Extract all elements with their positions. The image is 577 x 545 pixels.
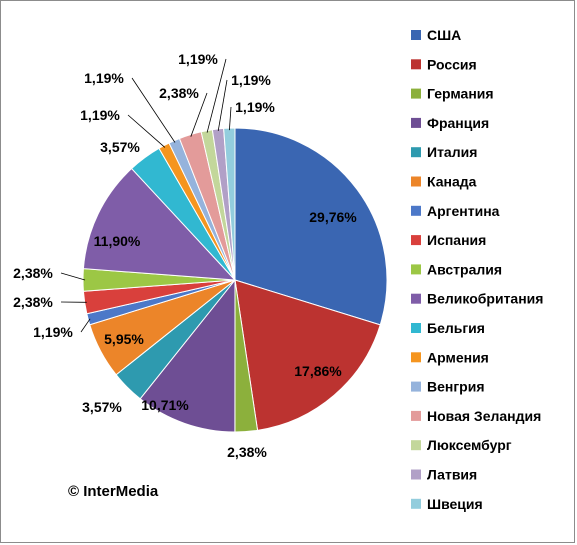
legend-swatch-15 xyxy=(411,440,421,451)
legend-swatch-5 xyxy=(411,147,421,158)
leader-line-15 xyxy=(206,58,227,133)
legend-swatch-1 xyxy=(411,30,421,40)
legend-swatch-16 xyxy=(411,469,421,480)
legend-label-11: Бельгия xyxy=(427,320,485,336)
legend-label-17: Швеция xyxy=(427,496,483,512)
legend-swatch-14 xyxy=(411,410,421,421)
data-label-6: 5,95% xyxy=(104,331,144,347)
leader-line-17 xyxy=(229,106,232,131)
data-labels: 29,76% 17,86% 2,38% 10,71% 3,57% 5,95% 1,19% 2,… xyxy=(13,51,357,460)
legend-label-3: Германия xyxy=(427,86,494,102)
leader-line-13 xyxy=(131,77,176,143)
data-label-14: 2,38% xyxy=(159,85,199,101)
legend-label-14: Новая Зеландия xyxy=(427,408,541,424)
leader-line-9 xyxy=(60,272,86,281)
legend-swatch-2 xyxy=(411,59,421,70)
legend-swatch-9 xyxy=(411,264,421,275)
legend-label-1: США xyxy=(427,27,461,43)
data-label-11: 3,57% xyxy=(100,139,140,155)
data-label-12: 1,19% xyxy=(80,107,120,123)
pie-slice-4 xyxy=(139,278,236,433)
legend-swatch-4 xyxy=(411,117,421,128)
legend-label-12: Армения xyxy=(427,349,489,365)
pie-slices xyxy=(82,127,388,433)
leader-line-16 xyxy=(217,79,228,131)
data-label-17: 1,19% xyxy=(235,99,275,115)
leader-line-12 xyxy=(127,114,166,148)
legend-swatch-13 xyxy=(411,381,421,392)
data-label-10: 11,90% xyxy=(94,233,141,249)
legend-label-13: Венгрия xyxy=(427,379,485,395)
legend-swatch-10 xyxy=(411,293,421,304)
data-label-9: 2,38% xyxy=(13,265,53,281)
legend-swatch-17 xyxy=(411,498,421,509)
legend-label-2: Россия xyxy=(427,56,477,72)
legend-label-15: Люксембург xyxy=(427,437,512,453)
data-label-7: 1,19% xyxy=(33,324,73,340)
legend: США Россия Германия Франция Италия Канада Арге… xyxy=(411,27,543,512)
legend-swatch-7 xyxy=(411,205,421,216)
legend-swatch-11 xyxy=(411,323,421,333)
legend-label-16: Латвия xyxy=(427,467,477,483)
legend-label-4: Франция xyxy=(427,115,489,131)
legend-label-5: Италия xyxy=(427,144,477,160)
data-label-15: 1,19% xyxy=(178,51,218,67)
data-label-8: 2,38% xyxy=(13,294,53,310)
data-label-13: 1,19% xyxy=(84,70,124,86)
data-label-5: 3,57% xyxy=(82,399,122,415)
legend-label-9: Австралия xyxy=(427,261,502,277)
leader-line-14 xyxy=(190,92,208,137)
pie-slice-10 xyxy=(82,167,237,281)
legend-label-7: Аргентина xyxy=(427,203,500,219)
copyright-text: © InterMedia xyxy=(68,483,159,500)
data-label-2: 17,86% xyxy=(294,363,342,379)
leader-line-7 xyxy=(80,318,91,333)
data-label-1: 29,76% xyxy=(309,209,357,225)
legend-label-6: Канада xyxy=(427,174,477,190)
legend-swatch-8 xyxy=(411,235,421,246)
legend-label-8: Испания xyxy=(427,232,486,248)
data-label-3: 2,38% xyxy=(227,444,267,460)
legend-swatch-3 xyxy=(411,88,421,99)
legend-label-10: Великобритания xyxy=(427,291,543,307)
pie-slice-1 xyxy=(234,127,388,326)
data-label-16: 1,19% xyxy=(231,72,271,88)
pie-slice-2 xyxy=(234,279,381,431)
legend-swatch-12 xyxy=(411,352,421,363)
data-label-4: 10,71% xyxy=(141,397,189,413)
legend-swatch-6 xyxy=(411,176,421,187)
